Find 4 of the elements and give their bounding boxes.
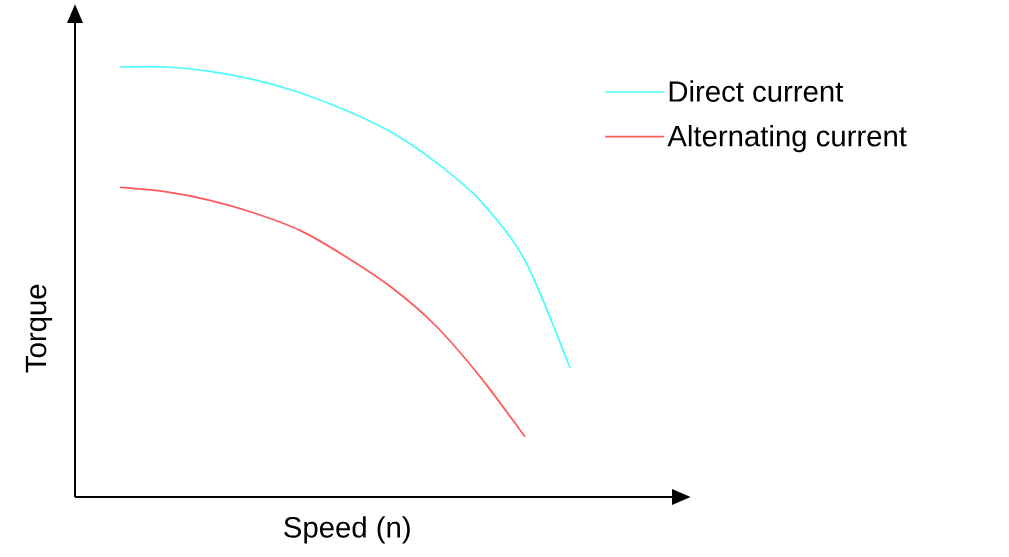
- legend-label: Direct current: [669, 80, 844, 102]
- y-axis-title: Torque: [25, 284, 53, 373]
- legend-label: Alternating current: [667, 124, 907, 153]
- x-axis-title: Speed (n): [284, 516, 410, 544]
